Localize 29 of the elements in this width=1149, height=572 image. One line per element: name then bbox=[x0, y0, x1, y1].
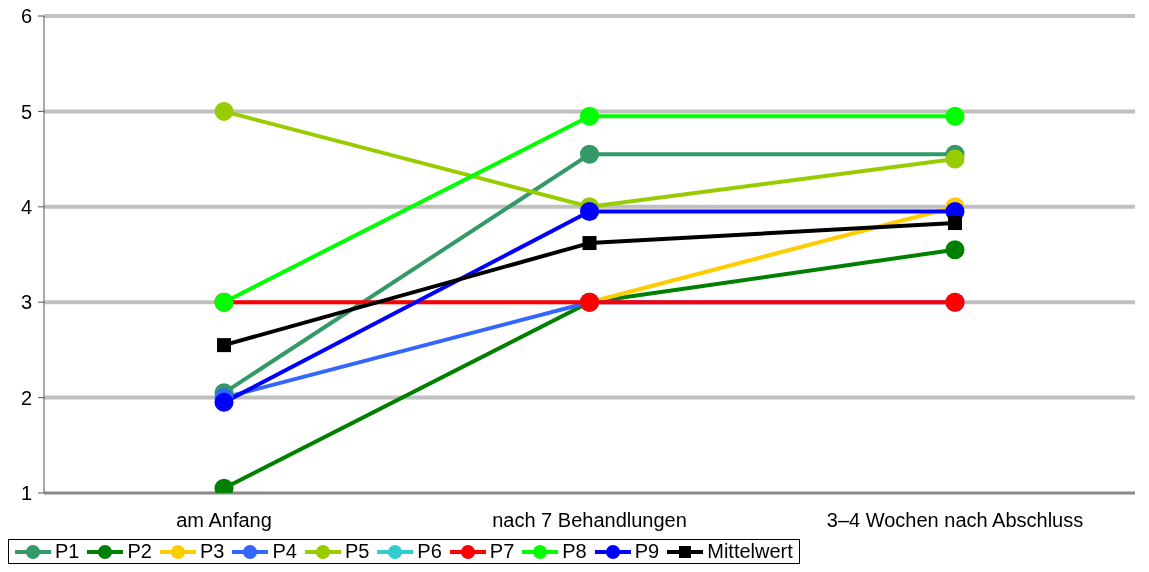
legend-label: P7 bbox=[488, 540, 515, 563]
point bbox=[582, 236, 597, 251]
legend-label: P1 bbox=[54, 540, 80, 563]
y-tick-label: 5 bbox=[20, 100, 32, 123]
y-tick-label: 6 bbox=[20, 5, 32, 28]
legend-label: P3 bbox=[198, 540, 225, 563]
point bbox=[580, 106, 599, 126]
x-tick-label: nach 7 Behandlungen bbox=[492, 509, 687, 532]
legend-label: P2 bbox=[126, 540, 152, 563]
point bbox=[214, 101, 234, 121]
y-tick-label: 1 bbox=[20, 482, 32, 505]
point bbox=[217, 338, 231, 353]
point bbox=[945, 149, 965, 169]
point bbox=[948, 216, 962, 231]
x-tick-label: am Anfang bbox=[176, 509, 272, 532]
legend-label: Mittelwert bbox=[706, 540, 793, 563]
legend-label: P6 bbox=[416, 540, 442, 563]
point bbox=[945, 106, 965, 126]
legend-label: P4 bbox=[271, 540, 297, 563]
legend-label: P9 bbox=[633, 540, 660, 563]
y-tick-label: 2 bbox=[20, 386, 32, 409]
y-tick-label: 4 bbox=[20, 195, 32, 218]
point bbox=[580, 202, 599, 222]
point bbox=[580, 144, 599, 164]
point bbox=[945, 240, 965, 260]
x-tick-label: 3–4 Wochen nach Abschluss bbox=[826, 509, 1084, 532]
legend-label: P5 bbox=[343, 540, 370, 563]
y-tick-label: 3 bbox=[20, 291, 32, 314]
legend-label: P8 bbox=[561, 540, 587, 563]
